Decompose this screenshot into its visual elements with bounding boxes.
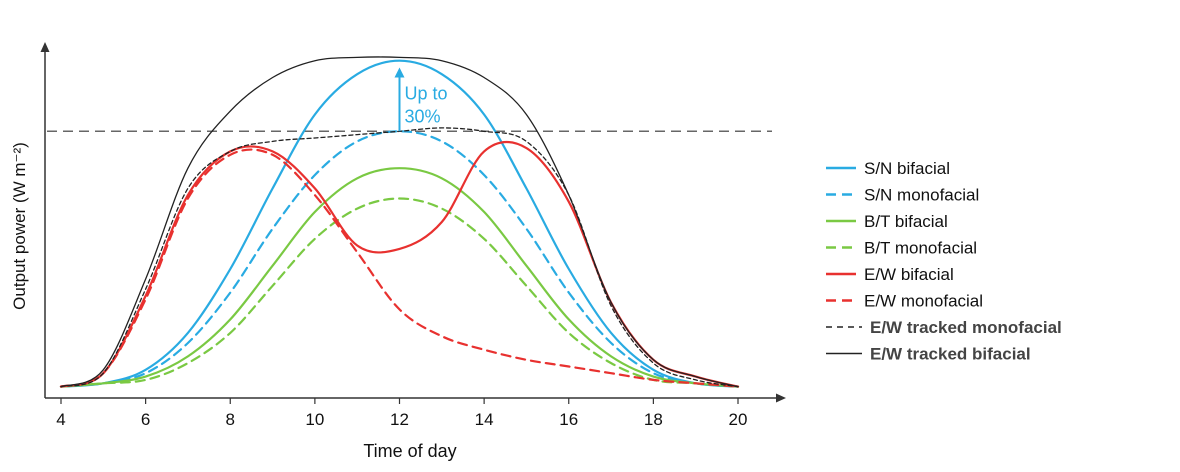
x-tick-label: 18 xyxy=(644,410,663,429)
legend-label: B/T monofacial xyxy=(864,239,977,258)
series-line-b-t-monofacial xyxy=(59,197,740,388)
series-line-e-w-bifacial xyxy=(59,140,740,388)
legend-label: E/W monofacial xyxy=(864,292,983,311)
legend-label: B/T bifacial xyxy=(864,212,948,231)
legend-label: E/W bifacial xyxy=(864,265,954,284)
x-tick-label: 12 xyxy=(390,410,409,429)
series-line-s-n-bifacial xyxy=(59,59,740,388)
x-tick-label: 6 xyxy=(141,410,150,429)
x-tick-label: 14 xyxy=(475,410,494,429)
y-axis-label: Output power (W m⁻²) xyxy=(10,142,29,310)
annotation-arrow-head xyxy=(394,67,405,78)
legend-label: S/N bifacial xyxy=(864,159,950,178)
series-line-b-t-bifacial xyxy=(59,167,740,388)
x-tick-label: 16 xyxy=(559,410,578,429)
axes xyxy=(40,42,786,403)
x-tick-label: 20 xyxy=(729,410,748,429)
annotation-text-line1: Up to xyxy=(405,83,448,103)
x-tick-label: 10 xyxy=(305,410,324,429)
series-line-e-w-tracked-bifacial xyxy=(60,56,739,388)
x-axis-label: Time of day xyxy=(363,441,456,461)
annotation-text-line2: 30% xyxy=(405,106,441,126)
x-tick-label: 4 xyxy=(56,410,65,429)
legend-label: E/W tracked bifacial xyxy=(870,345,1031,364)
legend-label: S/N monofacial xyxy=(864,186,979,205)
x-tick-label: 8 xyxy=(226,410,235,429)
series-line-s-n-monofacial xyxy=(59,130,740,388)
series-line-e-w-monofacial xyxy=(59,148,740,388)
x-axis-arrow xyxy=(776,393,786,403)
legend-label: E/W tracked monofacial xyxy=(870,318,1062,337)
y-axis-arrow xyxy=(40,42,50,52)
series-line-e-w-tracked-monofacial xyxy=(60,127,739,388)
legend: S/N bifacial S/N monofacial B/T bifacial B/… xyxy=(826,159,1062,364)
